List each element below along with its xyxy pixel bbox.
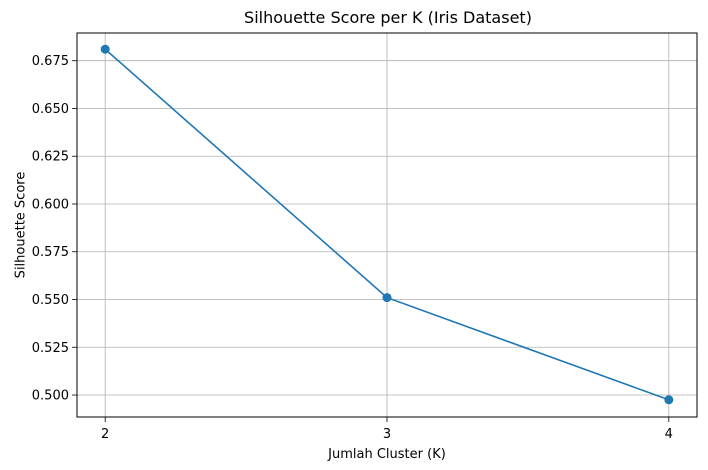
y-tick-label: 0.525 [32, 341, 69, 356]
y-tick-label: 0.600 [32, 197, 69, 212]
x-tick-label: 4 [665, 427, 673, 442]
x-axis-title: Jumlah Cluster (K) [327, 447, 446, 462]
y-tick-label: 0.650 [32, 102, 69, 117]
y-tick-label: 0.625 [32, 150, 69, 165]
data-point [382, 293, 392, 303]
y-tick-label: 0.550 [32, 293, 69, 308]
x-tick-label: 2 [101, 427, 109, 442]
y-axis-ticks: 0.500 0.525 0.550 0.575 0.600 0.625 0.650 0.675 [32, 54, 77, 404]
y-tick-label: 0.575 [32, 245, 69, 260]
data-point [664, 395, 674, 405]
x-tick-label: 3 [383, 427, 391, 442]
y-tick-label: 0.500 [32, 389, 69, 404]
x-axis-ticks: 2 3 4 [101, 417, 673, 442]
data-points [100, 44, 674, 405]
y-tick-label: 0.675 [32, 54, 69, 69]
grid-lines [77, 33, 697, 417]
chart-title: Silhouette Score per K (Iris Dataset) [244, 8, 532, 27]
data-point [100, 44, 110, 54]
y-axis-title: Silhouette Score [14, 172, 29, 279]
